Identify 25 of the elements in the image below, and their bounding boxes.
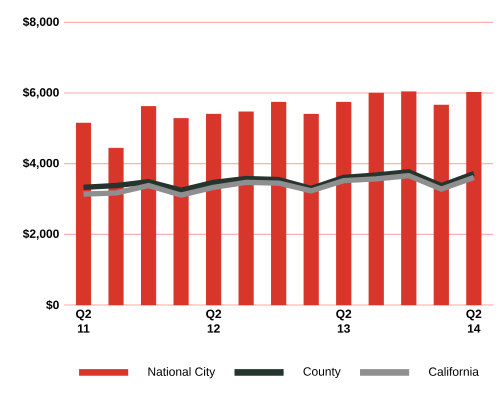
bar bbox=[368, 92, 384, 306]
y-tick-label: $4,000 bbox=[22, 158, 59, 170]
x-tick-label: Q2 13 bbox=[336, 310, 352, 333]
y-tick-label: $0 bbox=[46, 300, 59, 310]
bar bbox=[304, 114, 319, 306]
bar bbox=[466, 92, 482, 306]
y-tick-label: $8,000 bbox=[22, 16, 59, 28]
legend-label: National City bbox=[148, 367, 216, 378]
x-tick-label: Q2 11 bbox=[76, 310, 92, 333]
bar bbox=[206, 114, 222, 306]
bar bbox=[76, 122, 92, 306]
bar bbox=[108, 148, 124, 306]
y-tick-label: $2,000 bbox=[22, 228, 59, 240]
bar bbox=[140, 106, 156, 306]
bar bbox=[271, 102, 286, 306]
x-tick-label: Q2 12 bbox=[206, 310, 222, 333]
bar bbox=[238, 111, 254, 306]
y-tick-label: $6,000 bbox=[22, 88, 59, 98]
legend-label: California bbox=[429, 367, 479, 376]
x-tick-label: Q2 14 bbox=[466, 310, 482, 333]
bar bbox=[173, 118, 189, 306]
bar bbox=[401, 91, 416, 306]
bar bbox=[336, 102, 352, 306]
bar bbox=[434, 104, 449, 306]
legend-label: County bbox=[303, 367, 341, 378]
